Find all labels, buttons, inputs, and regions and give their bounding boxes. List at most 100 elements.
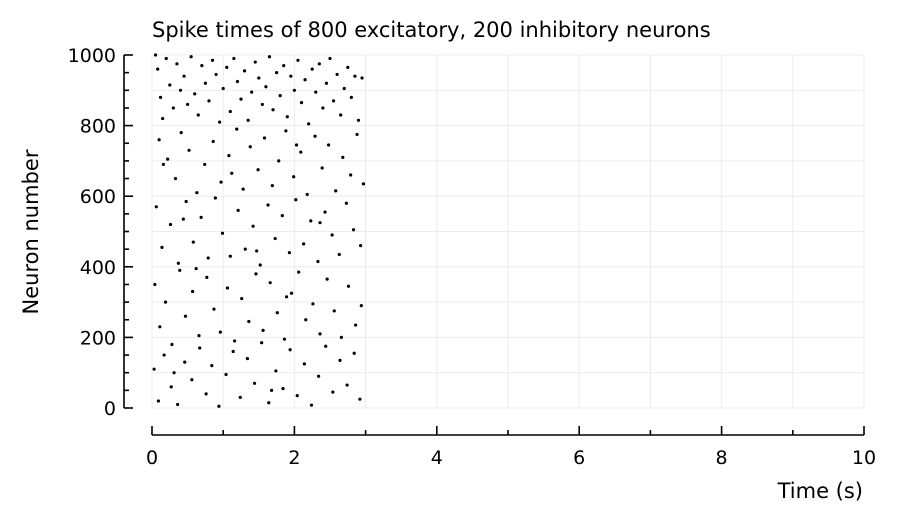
- spike-point: [205, 275, 209, 279]
- spike-point: [271, 108, 275, 112]
- spike-point: [330, 233, 334, 237]
- spike-point: [351, 228, 356, 232]
- spike-point: [153, 282, 157, 287]
- spike-point: [341, 155, 345, 159]
- spike-point: [221, 86, 225, 91]
- spike-point: [331, 99, 336, 103]
- spike-point: [346, 284, 351, 288]
- spike-point: [256, 168, 260, 172]
- spike-point: [297, 270, 301, 274]
- spike-point: [176, 402, 180, 407]
- spike-point: [321, 106, 325, 110]
- spike-point: [184, 199, 188, 204]
- spike-point: [161, 162, 165, 167]
- spike-point: [270, 184, 274, 188]
- spike-point: [274, 369, 278, 373]
- spike-point: [260, 341, 264, 345]
- spike-point: [241, 187, 245, 191]
- spike-point: [207, 99, 211, 103]
- spike-point: [225, 65, 229, 69]
- spike-point: [187, 148, 191, 152]
- spike-point: [339, 335, 343, 339]
- spike-point: [228, 254, 232, 258]
- spike-point: [287, 251, 292, 255]
- spike-point: [168, 222, 173, 227]
- spike-point: [282, 337, 287, 341]
- spike-point: [246, 118, 250, 122]
- spike-point: [183, 360, 187, 364]
- spike-point: [289, 74, 293, 78]
- spike-point: [251, 224, 255, 228]
- spike-point: [282, 63, 286, 68]
- spike-point: [197, 334, 201, 338]
- spike-point: [171, 106, 175, 110]
- spike-point: [194, 266, 198, 271]
- spike-point: [232, 339, 237, 343]
- spike-point: [317, 374, 321, 378]
- spike-point: [217, 404, 221, 408]
- spike-point: [320, 166, 324, 170]
- spike-point: [219, 180, 223, 184]
- spike-point: [179, 131, 183, 135]
- y-tick-label: 800: [80, 116, 116, 138]
- spike-point: [359, 304, 363, 308]
- spike-point: [183, 314, 188, 318]
- y-tick-label: 1000: [68, 45, 116, 67]
- spike-point: [324, 344, 328, 348]
- spike-point: [162, 353, 166, 357]
- tick-marks: [124, 54, 865, 435]
- tick-labels: 0 2 4 6 8 10 0 200 400 600 800 1000: [68, 45, 876, 469]
- spike-point: [292, 175, 296, 179]
- spike-point: [161, 116, 165, 121]
- spike-point: [232, 56, 236, 61]
- spike-point: [273, 236, 277, 241]
- spike-point: [335, 72, 339, 77]
- spike-point: [268, 281, 272, 285]
- spike-point: [317, 62, 321, 66]
- spike-point: [299, 101, 304, 105]
- x-tick-label: 6: [573, 447, 585, 469]
- spike-point: [214, 72, 218, 77]
- spike-point: [352, 351, 356, 355]
- spike-point: [361, 182, 366, 186]
- spike-point: [173, 176, 178, 181]
- spike-point: [345, 383, 349, 387]
- spike-point: [193, 92, 197, 96]
- spike-point: [257, 76, 261, 80]
- spike-point: [196, 113, 200, 117]
- spike-point: [190, 289, 195, 294]
- spike-point: [309, 219, 313, 223]
- spike-point: [163, 300, 168, 304]
- spike-point: [349, 95, 353, 99]
- spike-point: [218, 120, 222, 124]
- spike-point: [231, 349, 235, 354]
- spike-point: [182, 74, 186, 78]
- spike-point: [189, 55, 193, 59]
- spike-point: [316, 259, 320, 264]
- spike-point: [358, 397, 362, 401]
- spike-point: [154, 205, 158, 209]
- spike-point: [160, 245, 164, 249]
- y-tick-label: 0: [104, 398, 116, 420]
- spike-point: [245, 356, 250, 361]
- spike-point: [262, 136, 267, 140]
- spike-point: [304, 318, 308, 322]
- spike-point: [314, 90, 318, 94]
- spike-point: [156, 67, 160, 71]
- spike-point: [240, 296, 244, 301]
- x-tick-label: 0: [146, 447, 158, 469]
- spike-point: [275, 71, 279, 75]
- spike-point: [264, 85, 268, 89]
- spike-point: [172, 371, 176, 375]
- y-tick-label: 200: [80, 327, 116, 349]
- spike-point: [349, 173, 353, 177]
- spike-point: [220, 231, 225, 235]
- spike-point: [168, 83, 172, 87]
- spike-point: [289, 291, 294, 295]
- spike-point: [294, 143, 299, 147]
- spike-point: [203, 81, 207, 85]
- spike-point: [247, 319, 251, 324]
- spike-point: [302, 242, 306, 246]
